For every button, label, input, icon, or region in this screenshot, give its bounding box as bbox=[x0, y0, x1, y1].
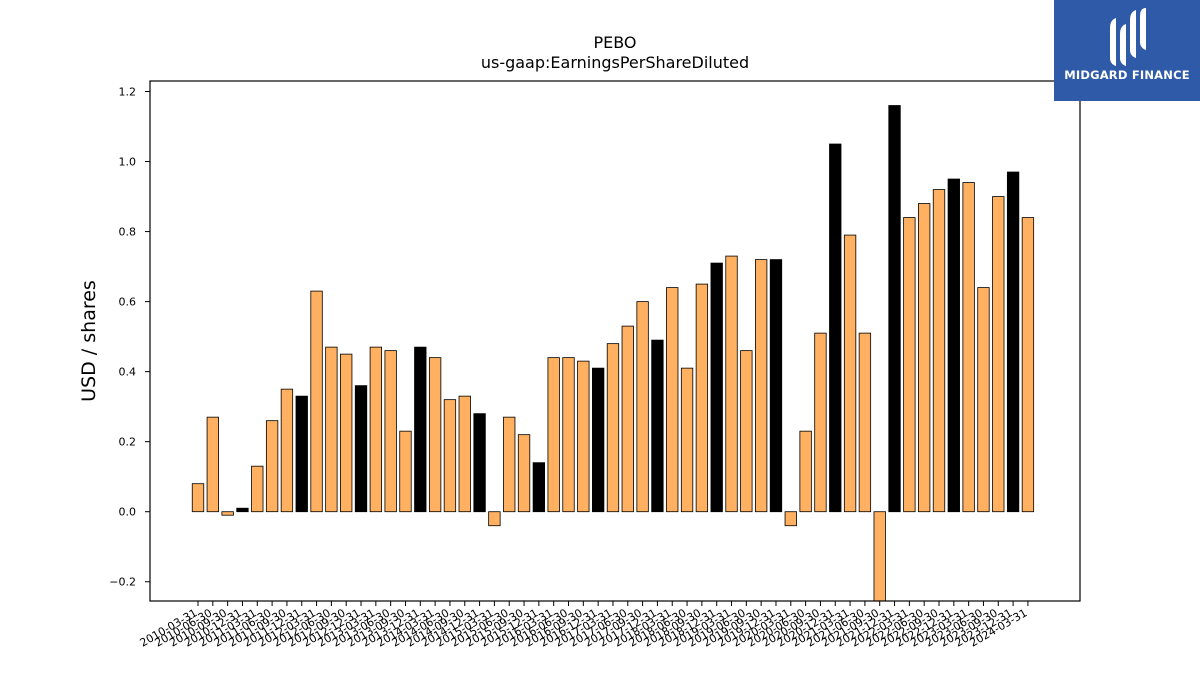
bar-2014-09-30 bbox=[458, 395, 471, 513]
bar-2017-12-31 bbox=[651, 339, 664, 513]
bar-2010-06-30 bbox=[206, 416, 219, 513]
bar-2010-03-31 bbox=[191, 483, 205, 513]
bar-2014-06-30 bbox=[443, 399, 457, 513]
bar-2013-06-30 bbox=[384, 350, 397, 513]
bar-2022-06-30 bbox=[918, 203, 931, 513]
bar-2023-12-31 bbox=[1006, 171, 1020, 513]
bars-group bbox=[191, 105, 1035, 602]
bar-2012-12-31 bbox=[354, 385, 368, 513]
bar-2015-09-30 bbox=[517, 434, 531, 513]
bar-2011-09-30 bbox=[280, 388, 294, 513]
bar-2016-03-31 bbox=[547, 357, 560, 513]
bar-2018-06-30 bbox=[680, 367, 694, 513]
bar-2020-03-31 bbox=[784, 511, 797, 527]
bar-2010-09-30 bbox=[221, 511, 234, 516]
bar-2013-12-31 bbox=[414, 346, 427, 513]
bar-2020-09-30 bbox=[814, 332, 827, 513]
bar-2018-12-31 bbox=[710, 262, 723, 513]
y-tick-label: 1.2 bbox=[119, 86, 137, 99]
bar-2018-03-31 bbox=[666, 287, 679, 513]
bar-2017-09-30 bbox=[636, 301, 649, 513]
bar-2019-03-31 bbox=[725, 255, 738, 513]
bar-2012-03-31 bbox=[310, 290, 323, 513]
bar-2014-03-31 bbox=[428, 357, 442, 513]
bar-2011-12-31 bbox=[295, 395, 308, 513]
bar-2023-09-30 bbox=[992, 196, 1005, 513]
bar-2019-12-31 bbox=[769, 259, 783, 513]
bar-2021-12-31 bbox=[888, 105, 901, 513]
bar-2023-06-30 bbox=[977, 287, 990, 513]
bar-2021-09-30 bbox=[873, 511, 886, 602]
y-tick-label: 0.2 bbox=[119, 436, 137, 449]
y-tick-label: −0.2 bbox=[109, 576, 136, 589]
bar-2016-09-30 bbox=[577, 360, 590, 513]
bar-2011-03-31 bbox=[251, 465, 264, 513]
bar-2016-06-30 bbox=[562, 357, 575, 513]
bar-2022-03-31 bbox=[903, 217, 916, 513]
midgard-finance-logo: MIDGARD FINANCE bbox=[1054, 0, 1200, 101]
bar-2015-03-31 bbox=[488, 511, 501, 527]
bar-2014-12-31 bbox=[473, 413, 486, 513]
x-axis-ticks: 2010-03-312010-06-302010-09-302010-12-31… bbox=[138, 601, 1029, 650]
bar-2013-09-30 bbox=[399, 430, 412, 513]
bar-2013-03-31 bbox=[369, 346, 382, 513]
y-tick-label: 0.8 bbox=[119, 226, 137, 239]
bar-2012-06-30 bbox=[325, 346, 338, 513]
bar-2017-03-31 bbox=[606, 343, 620, 513]
midgard-logo-icon bbox=[1110, 8, 1146, 66]
bar-2011-06-30 bbox=[265, 420, 279, 513]
chart-subtitle: us-gaap:EarningsPerShareDiluted bbox=[481, 53, 749, 72]
bar-2022-12-31 bbox=[947, 178, 960, 513]
bar-2022-09-30 bbox=[932, 189, 946, 513]
bar-2012-09-30 bbox=[340, 353, 353, 513]
bar-2019-09-30 bbox=[755, 259, 768, 513]
bar-2015-12-31 bbox=[532, 462, 546, 513]
bar-2018-09-30 bbox=[695, 283, 709, 513]
y-tick-label: 0.4 bbox=[119, 366, 137, 379]
y-axis-ticks: −0.2 0.0 0.2 0.4 0.6 0.8 1.0 1.2 bbox=[109, 86, 150, 589]
y-tick-label: 0.6 bbox=[119, 296, 137, 309]
plot-frame bbox=[149, 80, 1081, 602]
bar-2010-12-31 bbox=[236, 507, 249, 513]
bar-2020-06-30 bbox=[799, 430, 812, 513]
bar-2021-06-30 bbox=[858, 332, 872, 513]
bar-2019-06-30 bbox=[740, 350, 753, 513]
bar-2020-12-31 bbox=[829, 143, 842, 513]
brand-name: MIDGARD FINANCE bbox=[1064, 68, 1190, 82]
y-axis-label: USD / shares bbox=[78, 280, 100, 402]
bar-2017-06-30 bbox=[621, 325, 634, 513]
bar-2024-03-31 bbox=[1021, 217, 1035, 513]
bar-2016-12-31 bbox=[591, 367, 605, 513]
bar-2023-03-31 bbox=[962, 182, 975, 513]
y-tick-label: 0.0 bbox=[119, 506, 137, 519]
bar-2021-03-31 bbox=[843, 234, 857, 513]
y-tick-label: 1.0 bbox=[119, 156, 137, 169]
bar-2015-06-30 bbox=[503, 416, 516, 513]
chart-title: PEBO bbox=[593, 33, 636, 52]
